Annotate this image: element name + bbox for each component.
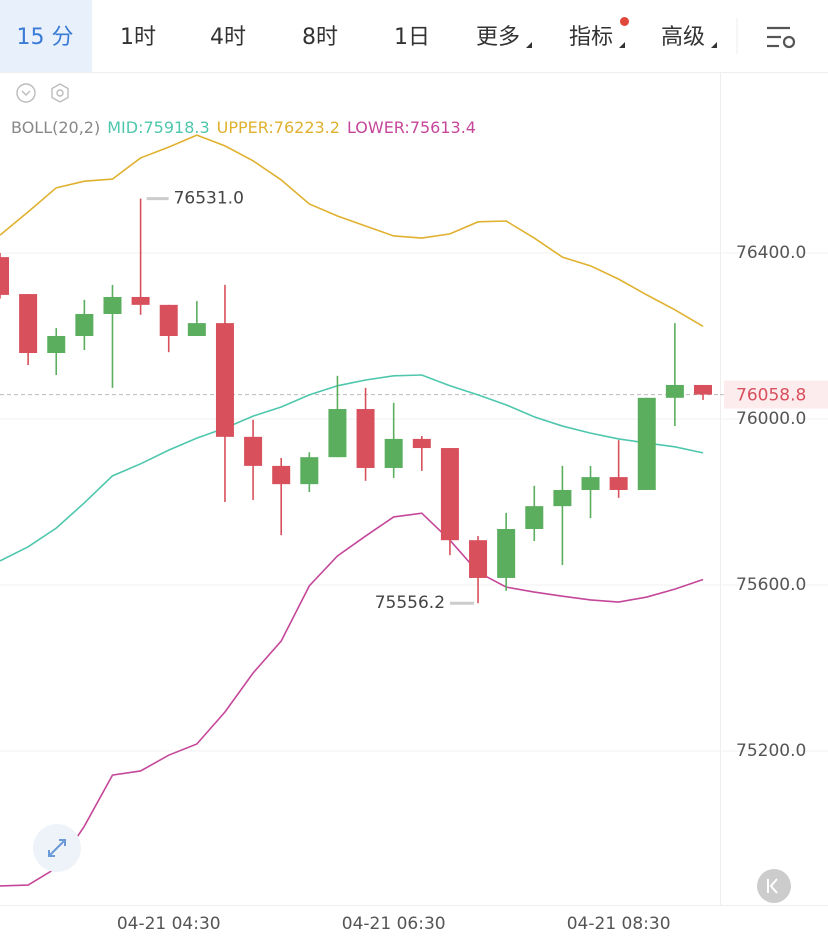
candle-body (244, 436, 263, 466)
indicator-name: BOLL(20,2) (11, 118, 100, 137)
candle-body (440, 448, 459, 541)
candle-body (609, 477, 628, 490)
candle-body (75, 313, 94, 336)
candle-body (0, 257, 9, 295)
candle-body (103, 296, 122, 314)
candle-body (665, 384, 684, 398)
legend: BOLL(20,2) MID:75918.3 UPPER:76223.2 LOWER:… (11, 118, 476, 137)
annotation-label: 75556.2 (375, 593, 445, 613)
tab[interactable]: 8时 (302, 25, 338, 50)
candle-body (215, 323, 234, 437)
x-tick-label: 04-21 08:30 (567, 914, 671, 934)
candle-body (412, 438, 431, 449)
candle-body (328, 409, 347, 458)
legend-entry: LOWER:75613.4 (347, 118, 476, 137)
candle-body (47, 335, 66, 353)
tabs: 15 分 1时 4时 8时 1日 更多 指标 高级 (17, 25, 717, 50)
candle-body (694, 384, 712, 395)
band-line (0, 512, 704, 887)
expand-button[interactable] (33, 824, 81, 872)
annotation-label: 76531.0 (174, 189, 244, 209)
tab[interactable]: 高级 (661, 25, 705, 50)
y-tick-label: 75200.0 (736, 741, 806, 761)
candle-body (637, 397, 656, 490)
y-tick-label: 76400.0 (736, 243, 806, 263)
tab[interactable]: 1日 (394, 25, 430, 50)
selected-tab-bg (0, 0, 92, 72)
y-tick-label: 76000.0 (736, 409, 806, 429)
candle-body (525, 506, 544, 529)
x-tick-label: 04-21 06:30 (342, 914, 446, 934)
candle-body (497, 528, 516, 578)
notice-dot (620, 17, 629, 26)
y-tick-label: 75600.0 (736, 575, 806, 595)
tab[interactable]: 4时 (210, 25, 246, 50)
grid (0, 252, 828, 752)
last-price-label: 76058.8 (736, 386, 806, 406)
legend-entry: UPPER:76223.2 (217, 118, 340, 137)
y-axis: 75200.0 75600.0 76000.0 76400.0 76058.8 (720, 243, 828, 761)
candle-body (19, 294, 38, 353)
toolbar-icons[interactable] (16, 83, 69, 103)
band-line (0, 374, 704, 562)
candle-body (272, 465, 291, 485)
candle-body (300, 457, 319, 485)
tab[interactable]: 15 分 (17, 25, 74, 50)
candle-body (581, 477, 600, 490)
settings-icon[interactable] (767, 26, 796, 49)
candle-body (131, 296, 150, 305)
candle-body (356, 409, 375, 468)
tab[interactable]: 更多 (476, 25, 520, 50)
tab[interactable]: 指标 (569, 25, 613, 50)
band-line (0, 134, 704, 328)
dropdown-arrow (711, 42, 717, 48)
tab[interactable]: 1时 (120, 25, 156, 50)
tab-bar (0, 0, 828, 72)
dropdown-arrow (619, 42, 625, 48)
legend: BOLL(20,2) MID:75918.3 UPPER:76223.2 LOWER:… (11, 118, 476, 137)
x-tick-label: 04-21 04:30 (117, 914, 221, 934)
candle-body (159, 304, 178, 336)
legend-entry: MID:75918.3 (107, 118, 209, 137)
candle-body (469, 540, 488, 578)
k-button[interactable] (757, 869, 791, 903)
plot: 76531.0 75556.2 (0, 134, 720, 887)
candle-body (384, 438, 403, 468)
last-price-box (724, 380, 828, 409)
candle-body (187, 323, 206, 336)
candle-body (553, 489, 572, 507)
dropdown-arrow (526, 42, 532, 48)
